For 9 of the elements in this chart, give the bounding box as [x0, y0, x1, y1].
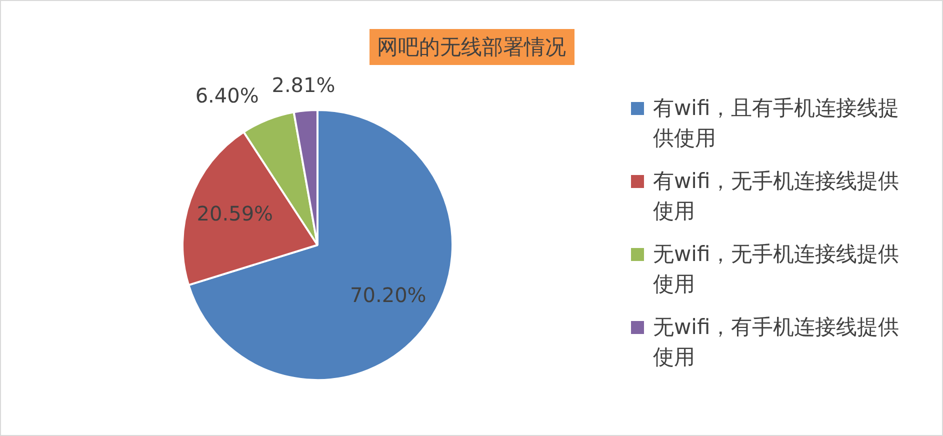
chart-title: 网吧的无线部署情况	[369, 29, 574, 65]
data-label: 2.81%	[272, 72, 336, 97]
legend-label: 有wifi，无手机连接线提供使用	[653, 169, 900, 223]
data-label: 70.20%	[350, 283, 426, 308]
legend-label: 无wifi，无手机连接线提供使用	[653, 242, 900, 296]
data-label: 6.40%	[195, 83, 259, 108]
data-label: 20.59%	[196, 202, 274, 226]
legend-label: 有wifi，且有手机连接线提供使用	[653, 96, 900, 150]
legend-label: 无wifi，有手机连接线提供使用	[653, 315, 900, 369]
